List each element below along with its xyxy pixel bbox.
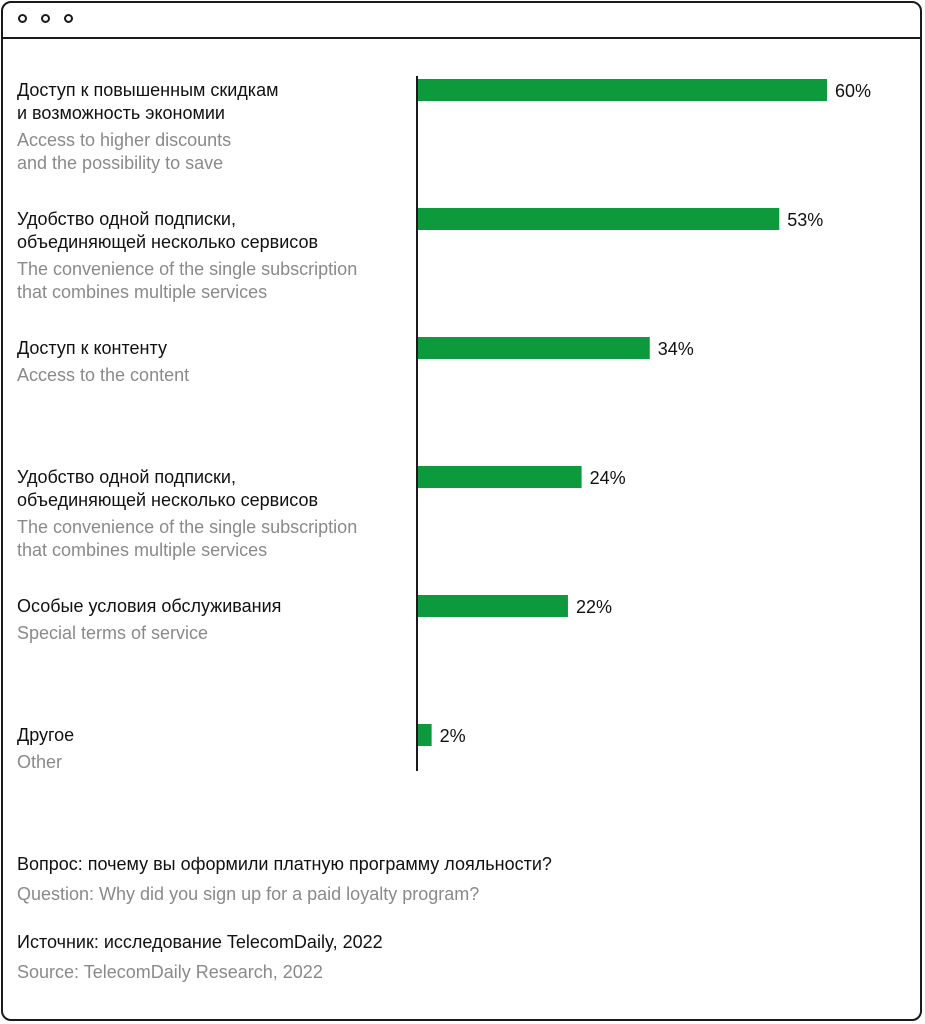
category-label-ru: Другое <box>17 725 75 745</box>
bar <box>418 595 568 617</box>
question-note: Вопрос: почему вы оформили платную прогр… <box>17 852 897 906</box>
category-label-ru: Удобство одной подписки, объединяющей не… <box>17 467 319 510</box>
window-control-dot-icon[interactable] <box>41 14 50 23</box>
window-control-dot-icon[interactable] <box>18 14 27 23</box>
title-bar <box>3 3 920 39</box>
bar-value-label: 2% <box>440 726 466 746</box>
bar <box>418 208 780 230</box>
bar-value-label: 22% <box>576 597 612 617</box>
category-label-ru: Удобство одной подписки, объединяющей не… <box>17 209 319 252</box>
category-label-en: The convenience of the single subscripti… <box>17 517 358 560</box>
category-label-en: Special terms of service <box>17 623 209 643</box>
category-label-en: Access to higher discounts and the possi… <box>17 130 232 173</box>
category-label: Доступ к повышенным скидкам и возможност… <box>17 79 417 175</box>
question-ru: Вопрос: почему вы оформили платную прогр… <box>17 854 552 874</box>
bar-value-label: 24% <box>590 468 626 488</box>
category-label: Удобство одной подписки, объединяющей не… <box>17 208 417 304</box>
category-label: Доступ к контенту Access to the content <box>17 337 417 387</box>
category-label-en: Other <box>17 752 63 772</box>
category-label: Удобство одной подписки, объединяющей не… <box>17 466 417 562</box>
bar <box>418 724 432 746</box>
category-label: Другое Other <box>17 724 417 774</box>
category-label-en: The convenience of the single subscripti… <box>17 259 358 302</box>
category-label-ru: Особые условия обслуживания <box>17 596 282 616</box>
question-en: Question: Why did you sign up for a paid… <box>17 884 480 904</box>
category-label-ru: Доступ к контенту <box>17 338 167 358</box>
bar-value-label: 53% <box>787 210 823 230</box>
window-control-dot-icon[interactable] <box>64 14 73 23</box>
bar <box>418 337 650 359</box>
source-en: Source: TelecomDaily Research, 2022 <box>17 962 323 982</box>
category-label: Особые условия обслуживания Special terms… <box>17 595 417 645</box>
source-ru: Источник: исследование TelecomDaily, 202… <box>17 932 383 952</box>
category-label-en: Access to the content <box>17 365 190 385</box>
bar <box>418 79 827 101</box>
bar-value-label: 34% <box>658 339 694 359</box>
source-note: Источник: исследование TelecomDaily, 202… <box>17 930 897 984</box>
bar-value-label: 60% <box>835 81 871 101</box>
bar <box>418 466 582 488</box>
category-label-ru: Доступ к повышенным скидкам и возможност… <box>17 80 279 123</box>
